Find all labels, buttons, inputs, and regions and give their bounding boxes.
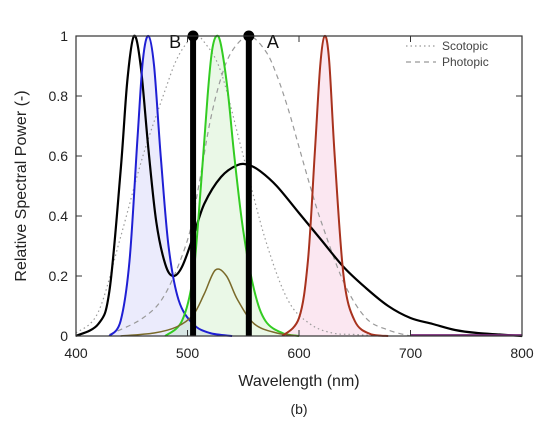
series-line-olive bbox=[120, 268, 300, 337]
x-tick-label: 800 bbox=[510, 345, 534, 361]
figure-caption: (b) bbox=[290, 401, 307, 417]
legend-scotopic-label: Scotopic bbox=[442, 39, 488, 53]
y-tick-label: 0.4 bbox=[49, 208, 69, 224]
y-tick-label: 1 bbox=[60, 28, 68, 44]
y-tick-label: 0.6 bbox=[49, 148, 69, 164]
series-line-black-led bbox=[75, 34, 523, 338]
y-axis-title: Relative Spectral Power (-) bbox=[13, 90, 30, 281]
x-tick-label: 700 bbox=[399, 345, 423, 361]
y-tick-label: 0 bbox=[60, 328, 68, 344]
y-tick-label: 0.2 bbox=[49, 268, 69, 284]
x-axis-title: Wavelength (nm) bbox=[238, 373, 359, 390]
x-tick-label: 400 bbox=[64, 345, 88, 361]
series-fill-red bbox=[282, 35, 389, 337]
axis-ticks: 400 500 600 700 800 0 0.2 0.4 0.6 0.8 1 bbox=[49, 28, 534, 361]
x-tick-label: 600 bbox=[287, 345, 311, 361]
legend: Scotopic Photopic bbox=[406, 39, 489, 69]
series-fill-green bbox=[165, 35, 299, 336]
legend-photopic-label: Photopic bbox=[442, 55, 489, 69]
y-tick-label: 0.8 bbox=[49, 88, 69, 104]
marker-label-a: A bbox=[267, 32, 279, 52]
marker-label-b: B bbox=[169, 32, 181, 52]
x-tick-label: 500 bbox=[176, 345, 200, 361]
series-line-red bbox=[281, 34, 389, 337]
